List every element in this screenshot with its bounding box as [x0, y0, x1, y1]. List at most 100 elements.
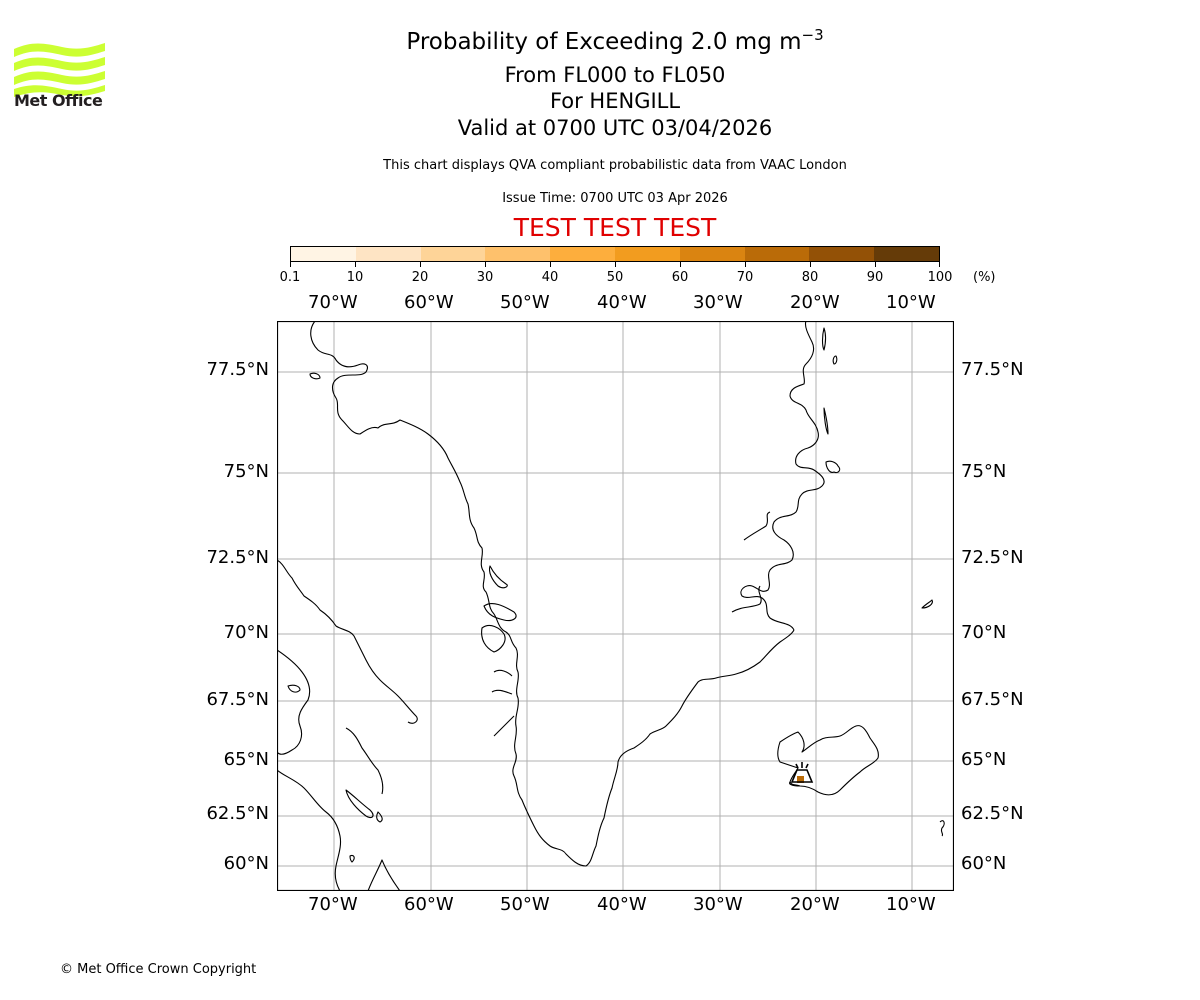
- reykjanes: [788, 781, 801, 787]
- island: [287, 684, 301, 693]
- lat-label-left: 65°N: [223, 749, 269, 770]
- lon-label-top: 60°W: [404, 292, 454, 313]
- map-panel: [277, 321, 954, 891]
- lat-label-left: 70°N: [223, 622, 269, 643]
- island: [821, 327, 827, 351]
- island: [493, 715, 515, 737]
- colorbar-band-60-70: [679, 247, 745, 261]
- colorbar-band-30-40: [485, 247, 551, 261]
- colorbar-band-50-60: [614, 247, 680, 261]
- issue-time: Issue Time: 0700 UTC 03 Apr 2026: [502, 191, 728, 206]
- baffin-coastline: [277, 649, 311, 755]
- island: [345, 789, 374, 819]
- lat-label-left: 75°N: [223, 461, 269, 482]
- colorbar-band-40-50: [550, 247, 615, 261]
- lon-label-bottom: 40°W: [597, 894, 647, 915]
- lat-label-left: 67.5°N: [206, 689, 269, 710]
- lon-label-bottom: 30°W: [693, 894, 743, 915]
- probability-colorbar: [290, 246, 940, 262]
- title-text: Probability of Exceeding 2.0 mg m: [406, 29, 802, 55]
- lat-label-right: 70°N: [961, 622, 1007, 643]
- lat-label-right: 62.5°N: [961, 803, 1024, 824]
- colorbar-tick: [355, 262, 356, 267]
- colorbar-label: 100: [927, 270, 953, 285]
- lat-label-right: 72.5°N: [961, 547, 1024, 568]
- met-office-logo-text: Met Office: [14, 91, 103, 110]
- lat-label-left: 62.5°N: [206, 803, 269, 824]
- title-exponent: −3: [801, 26, 824, 44]
- colorbar-label: 70: [736, 270, 754, 285]
- lat-label-right: 65°N: [961, 749, 1007, 770]
- island: [488, 565, 508, 589]
- colorbar-label: 60: [671, 270, 689, 285]
- lat-label-left: 60°N: [223, 853, 269, 874]
- met-office-logo-icon: [14, 43, 105, 97]
- colorbar-label: 90: [866, 270, 884, 285]
- lat-label-right: 77.5°N: [961, 359, 1024, 380]
- colorbar-unit: (%): [973, 270, 996, 285]
- lat-label-right: 60°N: [961, 853, 1007, 874]
- lon-label-bottom: 20°W: [790, 894, 840, 915]
- chart-description: This chart displays QVA compliant probab…: [383, 158, 847, 173]
- copyright-notice: © Met Office Crown Copyright: [60, 962, 257, 977]
- greenland-east-fjord: [743, 511, 771, 541]
- colorbar-tick: [745, 262, 746, 267]
- volcano-name: For HENGILL: [549, 89, 681, 113]
- lon-label-bottom: 60°W: [404, 894, 454, 915]
- lat-label-right: 67.5°N: [961, 689, 1024, 710]
- colorbar-tick: [939, 262, 940, 267]
- labrador-coastline: [277, 769, 342, 891]
- island: [823, 407, 829, 435]
- lon-label-bottom: 10°W: [886, 894, 936, 915]
- colorbar-tick: [680, 262, 681, 267]
- island: [481, 625, 506, 653]
- colorbar-tick: [550, 262, 551, 267]
- colorbar-label: 10: [346, 270, 364, 285]
- probability-cell: [797, 776, 804, 783]
- greenland-coastline: [310, 321, 795, 867]
- island: [491, 689, 513, 695]
- jan-mayen-island: [921, 599, 933, 609]
- island: [832, 355, 838, 365]
- colorbar-label: 30: [476, 270, 494, 285]
- colorbar-label: 0.1: [279, 270, 301, 285]
- island: [825, 460, 841, 474]
- greenland-east-fjord: [731, 585, 762, 613]
- lon-label-top: 70°W: [308, 292, 358, 313]
- island: [483, 603, 517, 622]
- lon-label-top: 20°W: [790, 292, 840, 313]
- colorbar-tick: [290, 262, 291, 267]
- colorbar-band-20-30: [420, 247, 486, 261]
- iceland-coastline: [777, 725, 879, 796]
- lon-label-bottom: 70°W: [308, 894, 358, 915]
- island: [349, 854, 355, 863]
- colorbar-label: 40: [541, 270, 559, 285]
- colorbar-tick: [875, 262, 876, 267]
- lon-label-bottom: 50°W: [500, 894, 550, 915]
- lon-label-top: 50°W: [500, 292, 550, 313]
- colorbar-tick: [420, 262, 421, 267]
- colorbar-band-80-90: [809, 247, 875, 261]
- map-frame: [277, 321, 954, 891]
- volcano-marker: [790, 762, 814, 783]
- volcano-icon: [790, 762, 814, 783]
- colorbar-tick: [615, 262, 616, 267]
- colorbar-band-70-80: [744, 247, 810, 261]
- island: [309, 372, 321, 380]
- chart-title: Probability of Exceeding 2.0 mg m−3: [0, 26, 1200, 55]
- colorbar-band-10-20: [355, 247, 421, 261]
- labrador-coastline: [367, 859, 401, 891]
- flight-level-range: From FL000 to FL050: [504, 63, 726, 87]
- baffin-coastline: [277, 559, 418, 724]
- colorbar-band-90-100: [874, 247, 939, 261]
- lon-label-top: 10°W: [886, 292, 936, 313]
- island: [939, 820, 945, 837]
- colorbar-tick: [485, 262, 486, 267]
- graticule: [277, 321, 954, 891]
- lon-label-top: 30°W: [693, 292, 743, 313]
- colorbar-tick: [810, 262, 811, 267]
- island: [493, 669, 513, 677]
- greenland-east-coastline: [740, 321, 825, 631]
- lat-label-right: 75°N: [961, 461, 1007, 482]
- lat-label-left: 77.5°N: [206, 359, 269, 380]
